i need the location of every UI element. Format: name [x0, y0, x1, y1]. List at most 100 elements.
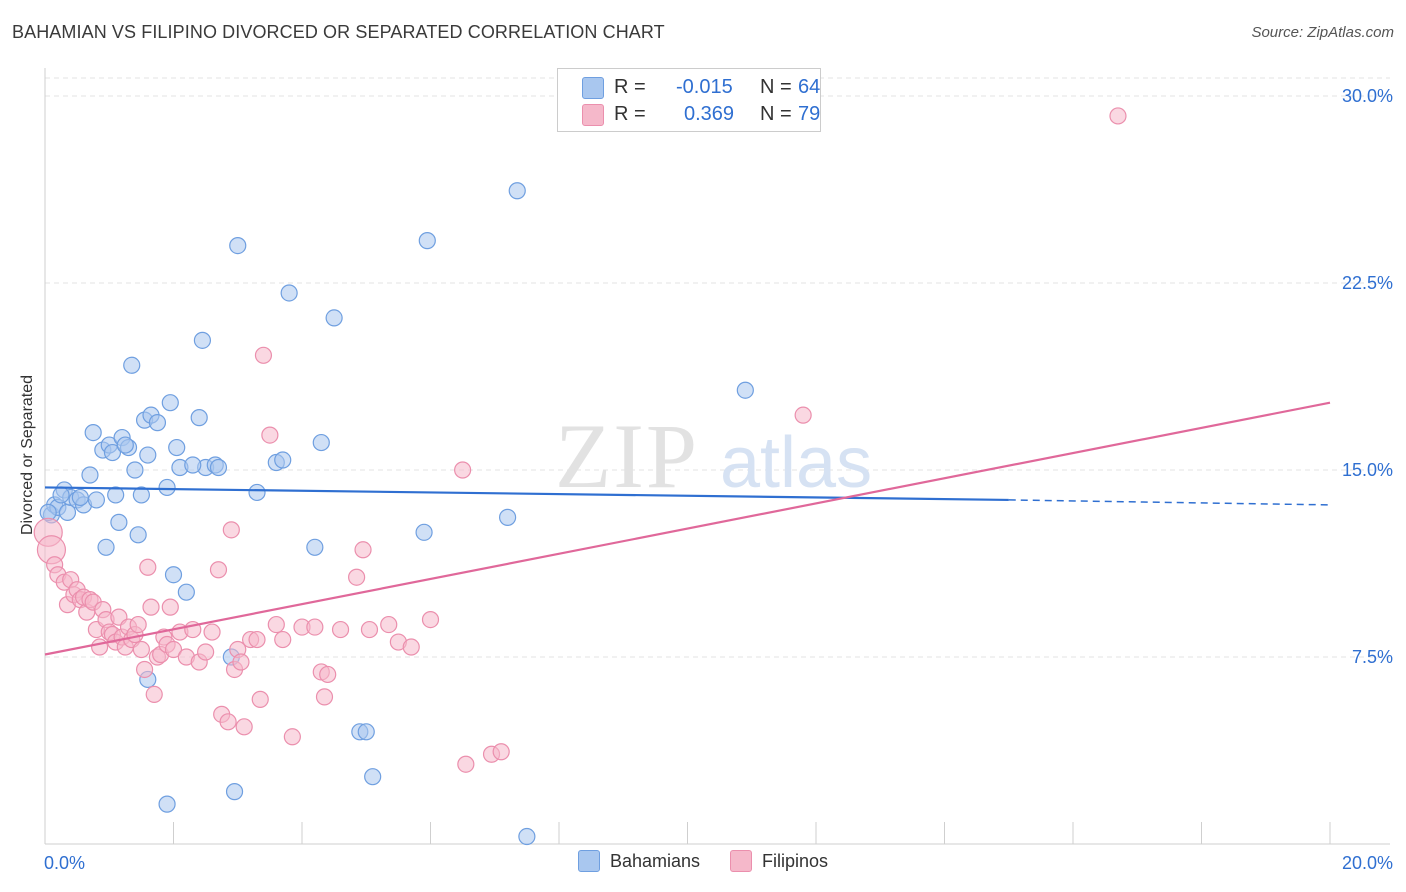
legend-item-filipinos[interactable]: Filipinos: [730, 850, 828, 872]
bahamian-point: [418, 232, 436, 250]
bahamian-point: [415, 523, 433, 541]
bahamian-point: [107, 486, 125, 504]
filipino-point: [209, 561, 228, 579]
filipino-trend-line: [44, 401, 1331, 656]
stats-r-value: -0.015: [676, 76, 733, 98]
bahamian-point: [508, 182, 526, 200]
filipino-point: [794, 406, 812, 424]
bahamian-point: [87, 491, 106, 509]
stats-n-value: 64: [798, 76, 821, 98]
filipino-point: [306, 618, 324, 636]
filipino-point: [315, 688, 334, 706]
bahamian-point: [364, 768, 382, 786]
filipino-point: [164, 640, 183, 659]
legend-label: Filipinos: [762, 850, 829, 871]
bahamian-point: [116, 436, 134, 454]
bahamian-point: [225, 783, 244, 801]
filipino-point: [331, 620, 350, 639]
y-tick-label: 30.0%: [1342, 86, 1393, 106]
stats-legend: R = -0.015 N = 64 R = 0.369 N = 79: [557, 68, 821, 132]
filipino-point: [283, 728, 301, 746]
bahamian-point: [132, 486, 150, 504]
chart-title: BAHAMIAN VS FILIPINO DIVORCED OR SEPARAT…: [12, 22, 665, 42]
filipino-point: [457, 755, 475, 773]
stats-r-value: 0.369: [684, 103, 735, 125]
filipino-point: [145, 685, 163, 704]
y-tick-label: 15.0%: [1342, 460, 1393, 480]
filipino-point: [421, 610, 440, 629]
filipino-point: [135, 660, 154, 679]
y-tick-label: 7.5%: [1352, 647, 1393, 667]
bahamian-point: [184, 456, 202, 474]
filipino-point: [251, 690, 269, 708]
series-legend: Bahamians Filipinos: [0, 850, 1406, 872]
filipino-point: [222, 521, 240, 539]
legend-swatch-pink: [730, 850, 753, 872]
filipino-point: [254, 346, 273, 364]
bahamian-point: [158, 795, 176, 813]
bahamian-point: [193, 331, 212, 349]
filipino-point: [261, 426, 279, 444]
bahamian-point: [280, 284, 298, 302]
filipino-point: [161, 598, 179, 616]
stats-r-label: R =: [614, 103, 646, 125]
filipino-point: [492, 743, 510, 761]
filipino-point: [267, 615, 285, 634]
legend-item-bahamians[interactable]: Bahamians: [577, 850, 701, 872]
bahamian-point: [139, 446, 157, 464]
bahamian-point: [81, 466, 99, 484]
stats-r-label: R =: [614, 76, 646, 98]
bahamian-point: [736, 381, 754, 399]
bahamian-point: [325, 309, 343, 327]
filipino-point: [454, 461, 472, 479]
filipino-point: [129, 615, 147, 634]
legend-label: Bahamians: [609, 850, 701, 871]
trend-lines: [44, 401, 1331, 656]
filipino-point: [197, 643, 215, 661]
bahamian-point: [248, 483, 266, 502]
filipino-point: [402, 638, 420, 656]
tick-labels: 7.5% 15.0% 22.5% 30.0% 0.0% 20.0%: [44, 86, 1393, 873]
bahamian-point: [274, 451, 292, 469]
bahamian-point: [71, 488, 89, 507]
filipino-point: [139, 558, 157, 576]
bahamian-point: [97, 538, 115, 556]
stats-swatch-pink: [582, 104, 604, 126]
bahamian-point: [123, 356, 141, 374]
watermark-atlas: atlas: [720, 423, 872, 503]
axes: [44, 68, 1390, 845]
filipino-point: [319, 665, 337, 684]
filipino-point: [203, 623, 221, 641]
bahamian-point: [110, 513, 128, 531]
stats-n-value: 79: [798, 103, 821, 125]
bahamian-point: [518, 827, 536, 846]
filipino-point: [132, 640, 150, 659]
bahamian-point: [148, 414, 167, 432]
bahamian-point: [306, 538, 324, 556]
bahamian-point: [177, 583, 195, 601]
filipino-point: [1109, 107, 1127, 125]
bahamian-point: [229, 237, 247, 255]
stats-n-label: N =: [760, 103, 792, 125]
stats-n-label: N =: [760, 76, 792, 98]
bahamian-point: [209, 458, 228, 477]
x-tick-label: 0.0%: [44, 853, 85, 873]
watermark-zip: ZIP: [555, 405, 699, 507]
y-tick-label: 22.5%: [1342, 273, 1393, 293]
filipino-point: [274, 630, 292, 649]
points-layer: [33, 107, 1127, 846]
stats-swatch-blue: [582, 77, 604, 99]
bahamian-point: [164, 566, 183, 584]
bahamian-trend-extension: [1008, 499, 1331, 506]
bahamian-point: [499, 508, 517, 526]
filipino-point: [91, 638, 109, 656]
bahamian-point: [52, 486, 70, 504]
gridlines: [45, 77, 1390, 658]
filipino-point: [354, 541, 372, 559]
x-tick-label: 20.0%: [1342, 853, 1393, 873]
bahamian-point: [103, 443, 122, 462]
filipino-point: [360, 620, 379, 639]
filipino-point: [380, 615, 398, 634]
filipino-point: [232, 653, 250, 671]
